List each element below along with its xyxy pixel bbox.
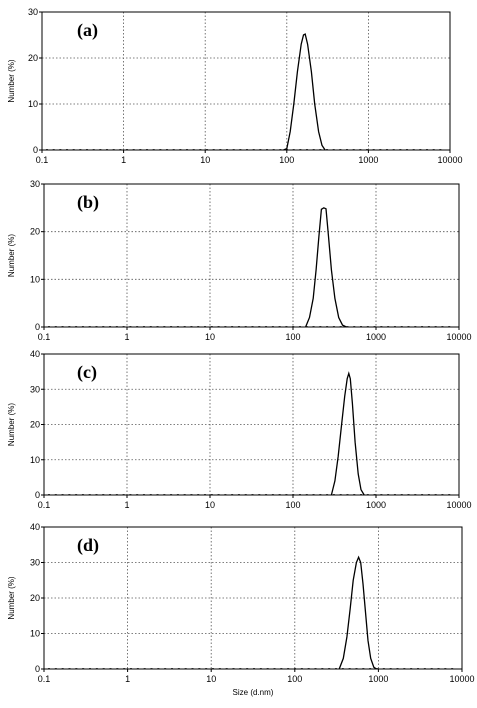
size-distribution-line	[330, 371, 365, 496]
y-tick-label: 30	[28, 7, 38, 17]
y-axis-title: Number (%)	[7, 576, 16, 619]
x-tick-label: 1	[121, 155, 126, 165]
y-axis-title: Number (%)	[7, 59, 16, 102]
chart-panel-c: 0 10 20 30 40 0.1 1 10 100 1000 10000 Number (%) (c)	[7, 349, 472, 510]
plot-frame	[43, 526, 463, 670]
x-tick-label: 1	[125, 674, 130, 684]
x-tick-label: 0.1	[38, 674, 51, 684]
x-tick-label: 0.1	[36, 155, 49, 165]
x-axis-title: Size (d.nm)	[233, 688, 274, 697]
y-tick-label: 10	[30, 629, 40, 639]
x-tick-label: 10	[200, 155, 210, 165]
panel-label: (d)	[77, 535, 99, 556]
x-tick-label: 1000	[366, 500, 386, 510]
x-tick-label: 100	[285, 500, 300, 510]
size-distribution-line	[338, 555, 377, 670]
x-tick-label: 1000	[368, 674, 388, 684]
y-tick-label: 0	[35, 664, 40, 674]
x-tick-label: 100	[285, 332, 300, 342]
y-tick-label: 20	[30, 420, 40, 430]
y-tick-label: 40	[30, 522, 40, 532]
y-axis-title: Number (%)	[7, 234, 16, 277]
x-tick-label: 100	[287, 674, 302, 684]
y-tick-label: 20	[30, 593, 40, 603]
chart-panel-a: 0 10 20 30 0.1 1 10 100 1000 10000 Number (%) (a)	[7, 7, 463, 165]
x-tick-label: 10	[206, 674, 216, 684]
x-tick-label: 0.1	[38, 332, 51, 342]
y-tick-label: 0	[35, 490, 40, 500]
y-tick-label: 0	[35, 322, 40, 332]
panel-label: (c)	[77, 362, 97, 383]
x-tick-label: 10000	[437, 155, 462, 165]
chart-panel-d: 0 10 20 30 40 0.1 1 10 100 1000 10000 Number (%) Siz…	[7, 522, 475, 697]
panel-label: (a)	[77, 20, 98, 41]
size-distribution-line	[283, 33, 326, 151]
plot-frame	[41, 11, 451, 151]
chart-panel-b: 0 10 20 30 0.1 1 10 100 1000 10000 Number (%) (b)	[7, 179, 472, 342]
y-tick-label: 30	[30, 179, 40, 189]
y-axis-title: Number (%)	[7, 403, 16, 446]
x-tick-label: 1000	[358, 155, 378, 165]
size-distribution-line	[304, 207, 347, 328]
x-tick-label: 1	[124, 332, 129, 342]
x-tick-label: 10000	[446, 500, 471, 510]
y-tick-label: 30	[30, 558, 40, 568]
x-tick-label: 0.1	[38, 500, 51, 510]
y-tick-label: 0	[33, 145, 38, 155]
y-tick-label: 20	[28, 53, 38, 63]
plot-frame	[43, 183, 460, 328]
x-tick-label: 100	[279, 155, 294, 165]
panel-label: (b)	[77, 192, 99, 213]
x-tick-label: 10	[205, 332, 215, 342]
y-tick-label: 10	[30, 274, 40, 284]
x-tick-label: 1	[124, 500, 129, 510]
y-tick-label: 10	[28, 99, 38, 109]
y-tick-label: 30	[30, 384, 40, 394]
y-tick-label: 40	[30, 349, 40, 359]
x-tick-label: 10000	[449, 674, 474, 684]
y-tick-label: 20	[30, 227, 40, 237]
x-tick-label: 10	[205, 500, 215, 510]
y-tick-label: 10	[30, 455, 40, 465]
x-tick-label: 1000	[366, 332, 386, 342]
x-tick-label: 10000	[446, 332, 471, 342]
